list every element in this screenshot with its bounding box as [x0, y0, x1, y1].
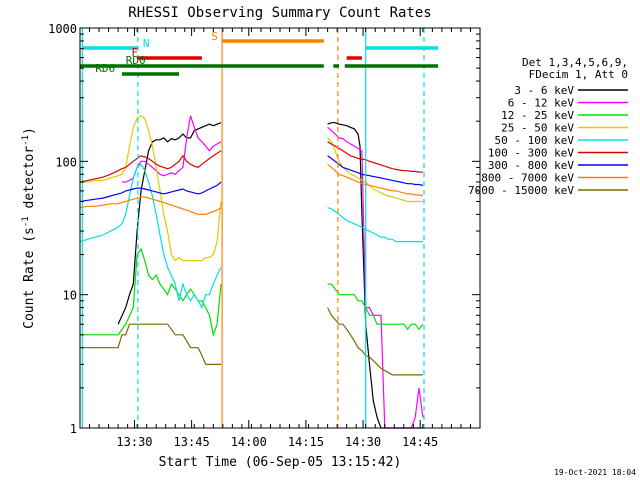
chart-title: RHESSI Observing Summary Count Rates: [128, 5, 431, 21]
x-axis-label: Start Time (06-Sep-05 13:15:42): [159, 455, 402, 470]
series-line-300-800-kev-segment-2: [327, 155, 424, 186]
legend: Det 1,3,4,5,6,9, FDecim 1, Att 0 3 - 6 k…: [468, 56, 628, 197]
legend-label-6-12-kev: 6 - 12 keV: [508, 97, 575, 110]
legend-label-800-7000-kev: 800 - 7000 keV: [481, 172, 574, 185]
render-timestamp: 19-Oct-2021 18:04: [554, 468, 636, 477]
legend-label-12-25-kev: 12 - 25 keV: [501, 109, 574, 122]
series-line-50-100-kev-segment-2: [327, 207, 423, 243]
legend-label-50-100-kev: 50 - 100 keV: [495, 134, 575, 147]
flag-label-rd0: RD0: [126, 54, 146, 67]
series-line-800-7000-kev-segment-2: [327, 163, 424, 197]
legend-label-3-6-kev: 3 - 6 keV: [514, 84, 574, 97]
x-tick-label: 13:30: [116, 435, 152, 449]
series-line-7000-15000-kev-segment-2: [327, 307, 423, 376]
flag-label-rd6: RD6: [95, 62, 115, 75]
series-line-12-25-kev-segment-1: [80, 247, 222, 338]
x-tick-label: 14:00: [231, 435, 267, 449]
x-tick-label: 14:15: [288, 435, 324, 449]
y-axis: 1 10 100 1000: [48, 22, 480, 436]
series-line-12-25-kev-segment-2: [327, 283, 424, 331]
time-marker-lines: [81, 28, 425, 428]
legend-label-300-800-kev: 300 - 800 keV: [488, 159, 574, 172]
x-axis: 13:30 13:45 14:00 14:15 14:30 14:45: [79, 28, 481, 449]
x-tick-label: 14:45: [402, 435, 438, 449]
y-axis-label: Count Rate (s-1 detector-1): [21, 127, 37, 329]
x-tick-label: 13:45: [174, 435, 210, 449]
flag-label-f: F: [131, 46, 138, 59]
series-line-25-50-kev-segment-1: [80, 114, 222, 262]
y-tick-label: 100: [55, 155, 77, 169]
legend-header-line-2: FDecim 1, Att 0: [529, 68, 628, 81]
y-tick-label: 1: [70, 422, 77, 436]
x-tick-label: 14:30: [345, 435, 381, 449]
series-line-100-300-kev-segment-2: [327, 141, 423, 173]
legend-label-100-300-kev: 100 - 300 keV: [488, 147, 574, 160]
y-tick-label: 10: [63, 289, 77, 303]
legend-label-25-50-kev: 25 - 50 keV: [501, 122, 574, 135]
series-line-100-300-kev-segment-1: [79, 150, 222, 183]
series-line-800-7000-kev-segment-1: [79, 196, 222, 215]
y-tick-label: 1000: [48, 22, 77, 36]
series-line-50-100-kev-segment-1: [79, 163, 222, 310]
series-line-300-800-kev-segment-1: [79, 181, 222, 203]
legend-label-7000-15000-kev: 7000 - 15000 keV: [468, 184, 574, 197]
legend-header-line-1: Det 1,3,4,5,6,9,: [522, 56, 628, 69]
flag-label-s: S: [211, 30, 218, 43]
flag-label-n: N: [143, 37, 150, 50]
series-line-7000-15000-kev-segment-1: [80, 323, 221, 365]
